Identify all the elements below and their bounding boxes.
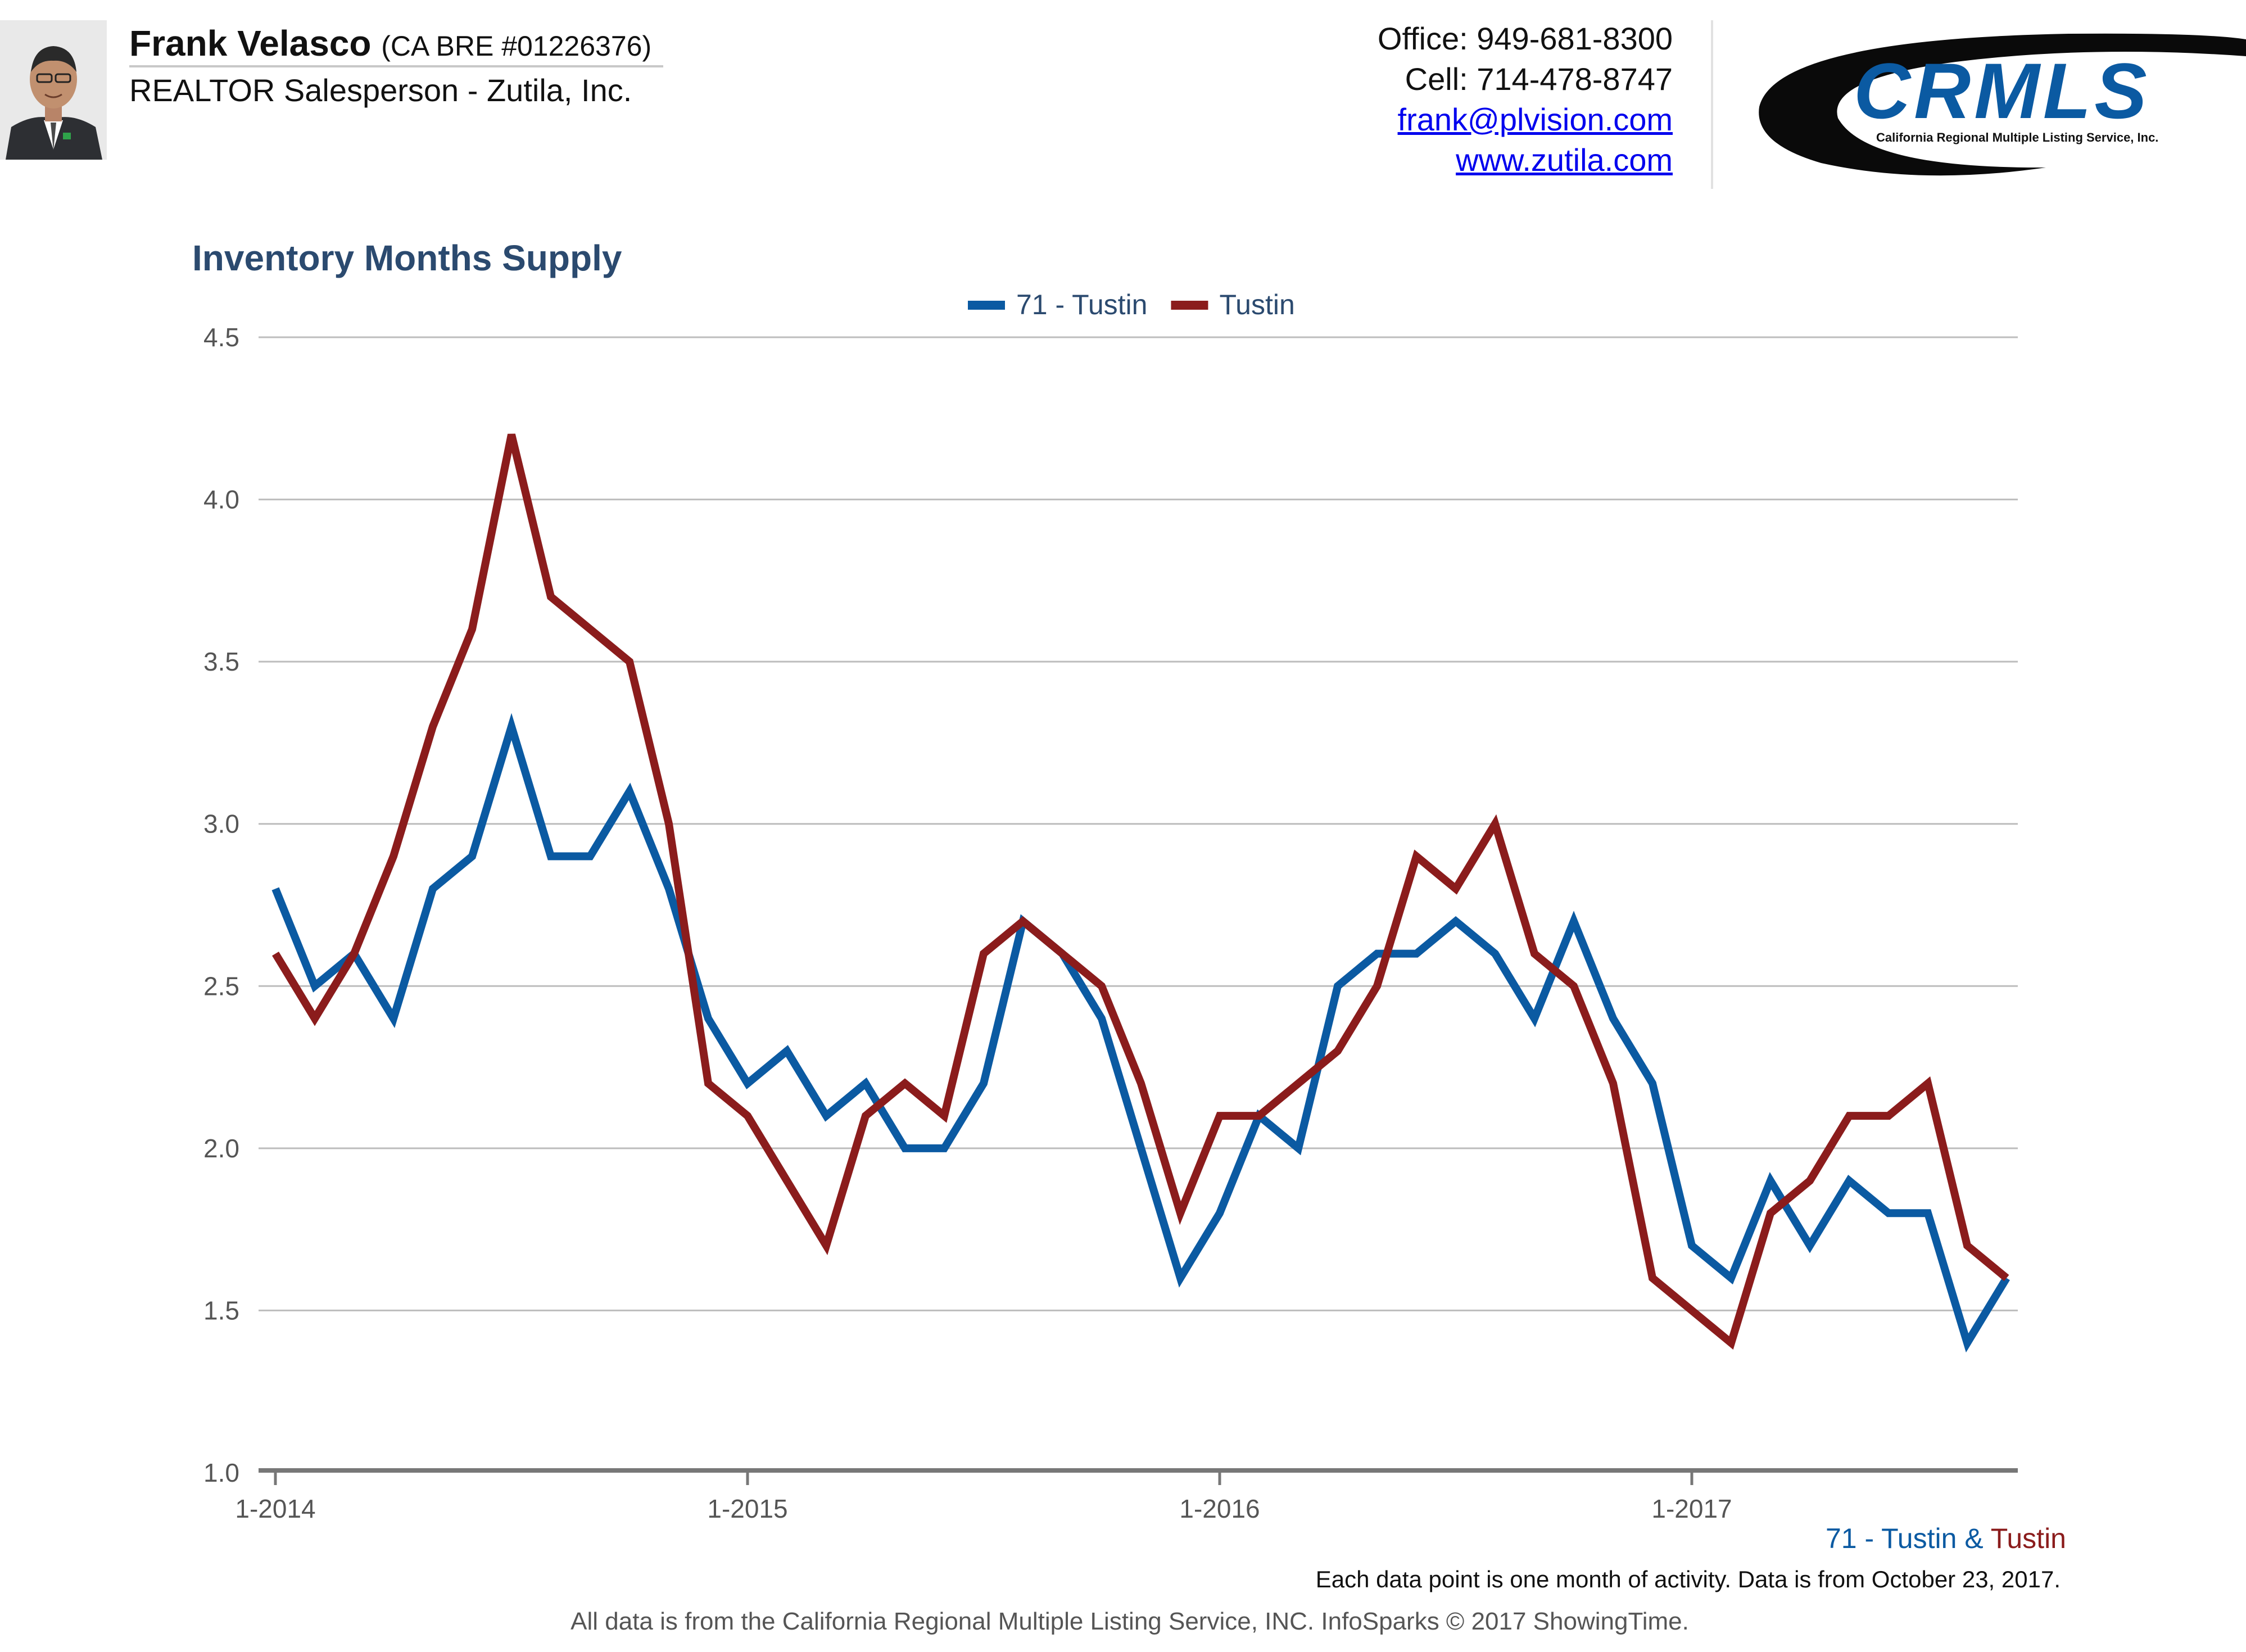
footer-series-a: 71 - Tustin <box>1825 1523 1957 1554</box>
crmls-logo-subtext: California Regional Multiple Listing Ser… <box>1876 130 2158 144</box>
legend-swatch <box>1171 301 1208 310</box>
header-divider <box>1711 20 1713 189</box>
y-axis-ticks: 1.0 1.5 2.0 2.5 3.0 3.5 4.0 4.5 <box>203 323 239 1487</box>
legend-swatch <box>968 301 1005 310</box>
agent-license: (CA BRE #01226376) <box>381 30 652 62</box>
legend-label: 71 - Tustin <box>1016 289 1147 320</box>
agent-name-line: Frank Velasco (CA BRE #01226376) <box>129 22 651 64</box>
legend-label: Tustin <box>1219 289 1294 320</box>
chart-legend: 71 - Tustin Tustin <box>968 289 1295 320</box>
email-link[interactable]: frank@plvision.com <box>1397 102 1673 137</box>
x-tick-label: 1-2016 <box>1179 1494 1260 1523</box>
y-tick-label: 1.0 <box>203 1458 239 1487</box>
office-phone: Office: 949-681-8300 <box>1377 21 1673 56</box>
footer-source: All data is from the California Regional… <box>570 1608 1689 1635</box>
name-divider <box>129 65 663 67</box>
chart-title: Inventory Months Supply <box>192 238 622 278</box>
crmls-logo: CRMLS California Regional Multiple Listi… <box>1759 33 2246 176</box>
agent-photo-illustration <box>0 20 107 160</box>
y-tick-label: 3.5 <box>203 647 239 676</box>
series-line-71-tustin <box>271 713 2010 1353</box>
agent-photo <box>0 20 107 160</box>
agent-name: Frank Velasco <box>129 23 372 64</box>
footer-note: Each data point is one month of activity… <box>1315 1566 2061 1592</box>
agent-role: REALTOR Salesperson - Zutila, Inc. <box>129 73 632 108</box>
y-tick-label: 4.5 <box>203 323 239 352</box>
crmls-logo-text: CRMLS <box>1854 47 2150 135</box>
x-axis: 1-2014 1-2015 1-2016 1-2017 <box>235 1468 2018 1523</box>
website-link[interactable]: www.zutila.com <box>1456 142 1673 178</box>
y-tick-label: 2.0 <box>203 1134 239 1163</box>
footer-series-b: Tustin <box>1990 1523 2066 1554</box>
footer-series-legend: 71 - Tustin & Tustin <box>1826 1522 2066 1555</box>
x-tick-label: 1-2017 <box>1651 1494 1732 1523</box>
x-tick-label: 1-2014 <box>235 1494 315 1523</box>
series-line-tustin <box>272 433 2009 1350</box>
y-tick-label: 2.5 <box>203 971 239 1001</box>
chart-series <box>271 433 2010 1353</box>
cell-phone: Cell: 714-478-8747 <box>1405 61 1673 97</box>
footer-ampersand: & <box>1964 1523 1984 1554</box>
y-tick-label: 4.0 <box>203 485 239 514</box>
y-tick-label: 1.5 <box>203 1296 239 1325</box>
chart-grid <box>259 336 2018 1311</box>
x-tick-label: 1-2015 <box>707 1494 787 1523</box>
y-tick-label: 3.0 <box>203 809 239 839</box>
